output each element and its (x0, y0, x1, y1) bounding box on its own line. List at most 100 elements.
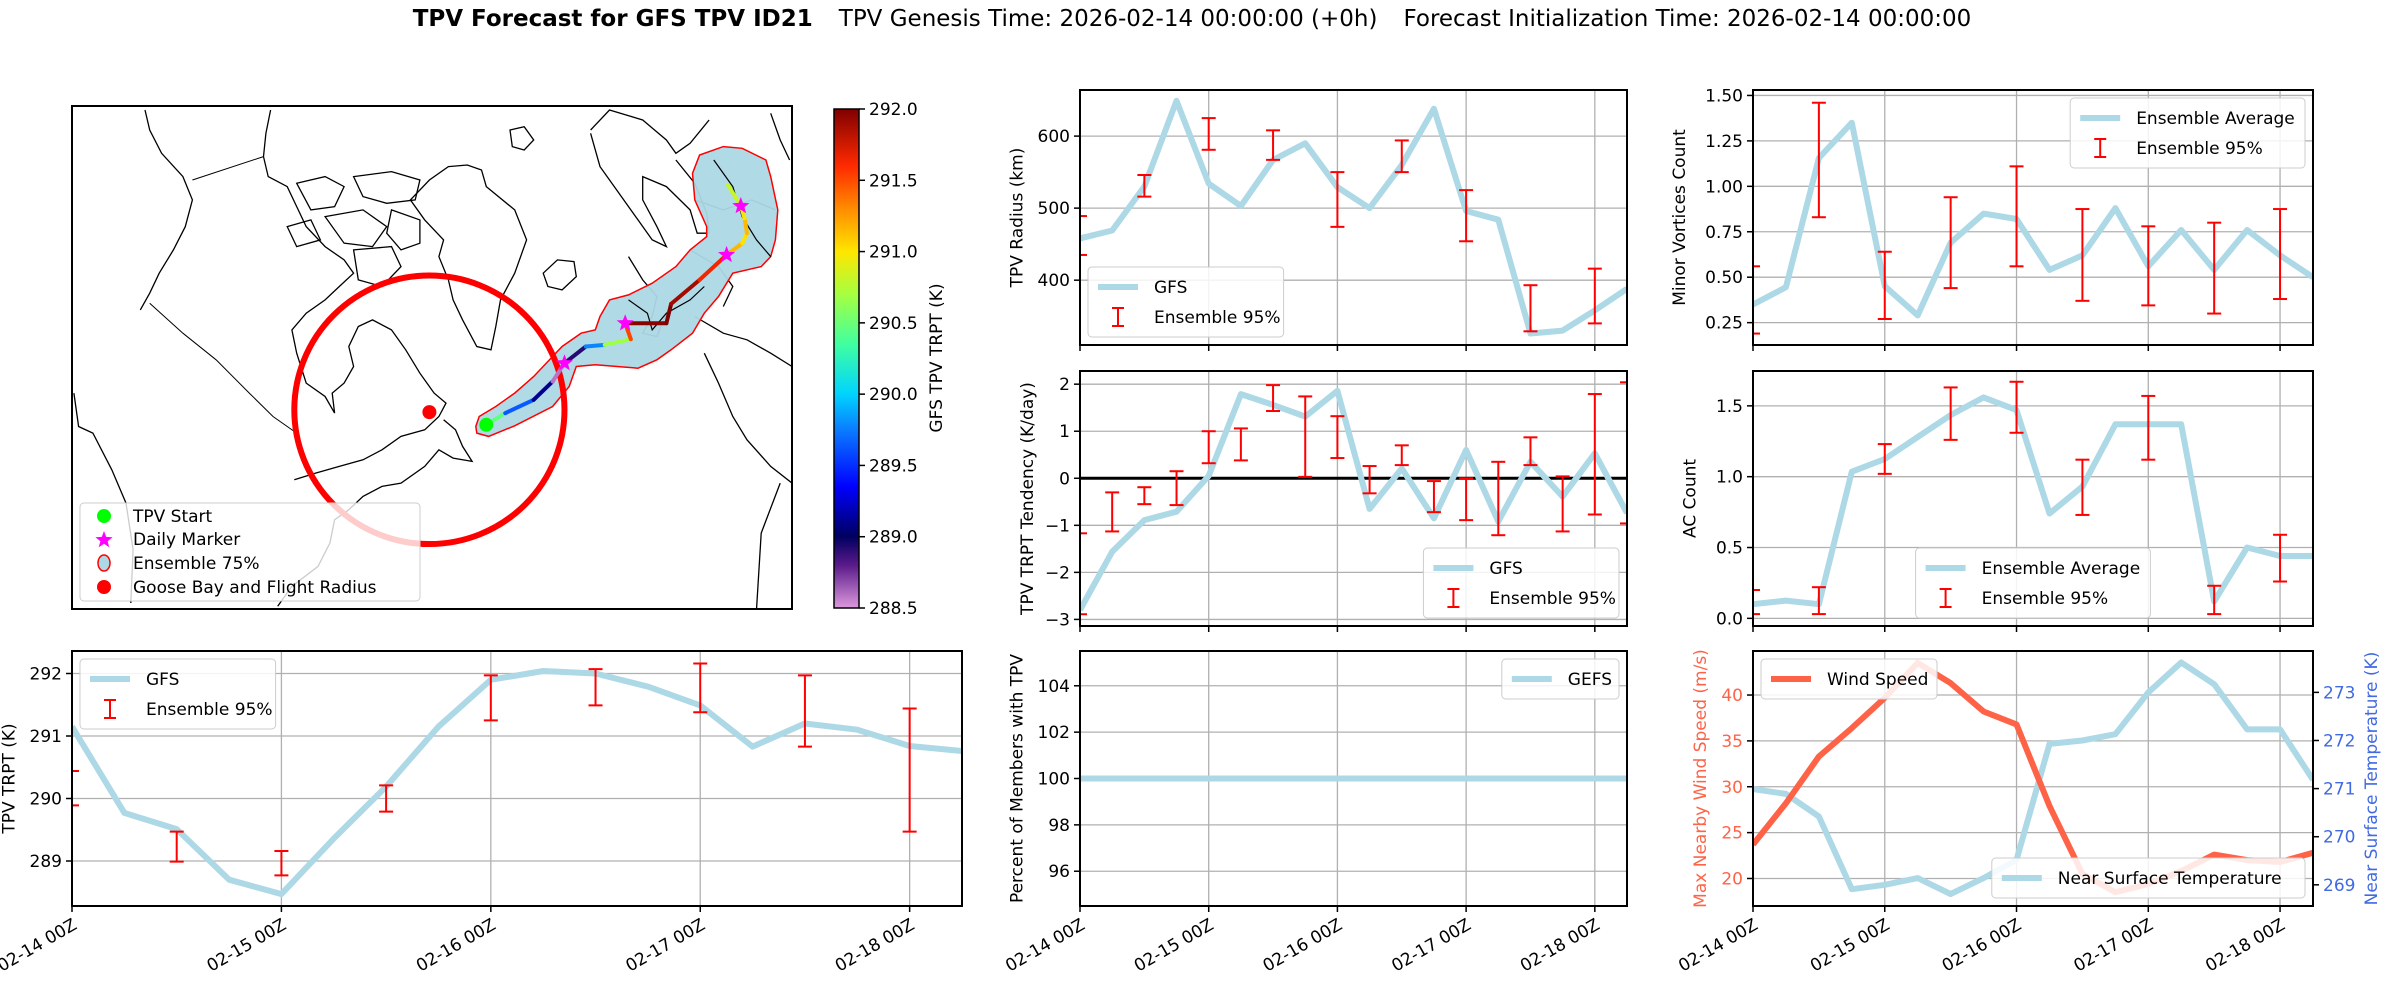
ensemble-errorbar (693, 662, 708, 714)
ensemble-errorbar (2207, 584, 2222, 616)
ensemble-errorbar (2075, 458, 2090, 516)
chart-legend: GEFS (1501, 658, 1620, 700)
y-tick-label: 289 (30, 852, 62, 872)
ensemble-errorbar (379, 784, 394, 813)
track-segment (669, 277, 702, 306)
ensemble-errorbar (169, 830, 184, 863)
coastline (755, 482, 781, 609)
y2-tick-label: 272 (2323, 731, 2355, 751)
ensemble-errorbar (1620, 381, 1627, 525)
ensemble-errorbar (274, 850, 289, 877)
coastline (352, 170, 421, 204)
ensemble-errorbar (1587, 393, 1602, 516)
gridlines (72, 651, 962, 906)
y-tick-label: 292 (30, 665, 62, 685)
legend-errorbar-icon (1112, 307, 1124, 327)
legend-label: Ensemble Average (2136, 109, 2295, 129)
ensemble-errorbar (1753, 589, 1760, 616)
y-tick-label: 0.5 (1716, 539, 1743, 559)
ensemble-errorbar (1266, 129, 1281, 161)
x-tick-label: 02-17 00Z (2071, 915, 2157, 976)
y-axis-label: TPV TRPT Tendency (K/day) (1018, 382, 1038, 616)
x-tick-label: 02-17 00Z (1388, 915, 1474, 976)
y-tick-label: 400 (1038, 271, 1070, 291)
coastline (770, 113, 791, 161)
ensemble-75-region (475, 145, 779, 438)
x-tick-label: 02-15 00Z (1807, 915, 1893, 976)
track-segment (742, 216, 749, 236)
ensemble-errorbar (1137, 174, 1152, 198)
axes-frame (1752, 650, 2314, 907)
track-segment (503, 397, 536, 416)
legend-label: Ensemble 95% (1982, 589, 2109, 609)
ensemble-errorbar (1080, 215, 1087, 256)
ensemble-errorbar (1491, 460, 1506, 537)
y-tick-label: 25 (1721, 824, 1743, 844)
x-tick-label: 02-18 00Z (832, 915, 918, 976)
x-tick-label: 02-16 00Z (1260, 915, 1346, 976)
axes-frame (1752, 89, 2314, 346)
coastline (703, 352, 792, 484)
legend-label: Ensemble 95% (2136, 139, 2263, 159)
legend-label: GFS (1489, 559, 1522, 579)
ensemble-errorbar (1201, 430, 1216, 465)
legend-label-daily-marker: Daily Marker (133, 530, 240, 550)
plot-marks (1753, 101, 2313, 335)
legend-label: Ensemble 95% (1489, 589, 1616, 609)
colorbar-tick-label: 289.0 (869, 528, 918, 548)
ensemble-errorbar (1877, 250, 1892, 321)
axes-frame (71, 650, 963, 907)
x-tick-label: 02-16 00Z (1939, 915, 2025, 976)
axes-frame (1079, 89, 1628, 346)
coastline (694, 315, 792, 368)
ensemble-errorbar (483, 674, 498, 722)
ensemble-errorbar (72, 770, 79, 807)
y-tick-label: 40 (1721, 686, 1743, 706)
y-tick-label: 2 (1059, 375, 1070, 395)
y-tick-label: 1.00 (1705, 177, 1743, 197)
map-layer (73, 109, 792, 609)
ensemble-errorbar (2075, 208, 2090, 302)
x-tick-label: 02-18 00Z (1517, 915, 1603, 976)
chart-legend: Ensemble Average Ensemble 95% (2069, 97, 2306, 169)
flight-radius-circle (291, 272, 568, 548)
y-tick-label: −1 (1045, 516, 1070, 536)
y-tick-label: 1.50 (1705, 86, 1743, 106)
colorbar-tick-label: 292.0 (869, 100, 918, 120)
track-segment (664, 301, 674, 326)
y2-tick-label: 270 (2323, 828, 2355, 848)
legend-label: Ensemble Average (1982, 559, 2141, 579)
ensemble-errorbar (2273, 533, 2288, 583)
y-tick-label: 100 (1038, 770, 1070, 790)
y2-axis-label: Near Surface Temperature (K) (2362, 652, 2382, 906)
ensemble-errorbar (2207, 221, 2222, 315)
legend-label: Wind Speed (1827, 670, 1928, 690)
y-axis-label: TPV TRPT (K) (0, 723, 20, 834)
y-tick-label: 0.75 (1705, 223, 1743, 243)
y-tick-label: 1.5 (1716, 397, 1743, 417)
y-axis-label: TPV Radius (km) (1008, 148, 1028, 289)
wind-speed-line (1753, 659, 2313, 896)
tpv-start-marker-icon (97, 509, 111, 523)
legend-errorbar-icon (1939, 588, 1952, 608)
track-segment (583, 342, 607, 349)
ensemble-errorbar (588, 668, 603, 707)
x-tick-label: 02-17 00Z (622, 915, 708, 976)
tpv-radius-chart: 400 500 600 TPV Radius (km) GFS Ensemble 95% (1008, 89, 1628, 351)
y-tick-label: 600 (1038, 127, 1070, 147)
axes-frame (1079, 370, 1628, 627)
title-main: TPV Forecast for GFS TPV ID21 (412, 6, 813, 32)
legend-box (1501, 658, 1620, 700)
ensemble-errorbar (902, 707, 917, 833)
coastline (286, 219, 322, 248)
legend-label: Near Surface Temperature (2058, 869, 2282, 889)
ensemble-errorbar (1362, 465, 1377, 495)
y-tick-label: 30 (1721, 778, 1743, 798)
ensemble-errorbar (1201, 117, 1216, 151)
series-line (1753, 394, 2313, 608)
ensemble-errorbar (2009, 380, 2024, 434)
x-tick-label: 02-18 00Z (2202, 915, 2288, 976)
y-axis-label: AC Count (1681, 459, 1701, 538)
legend-label: Ensemble 95% (146, 700, 273, 720)
